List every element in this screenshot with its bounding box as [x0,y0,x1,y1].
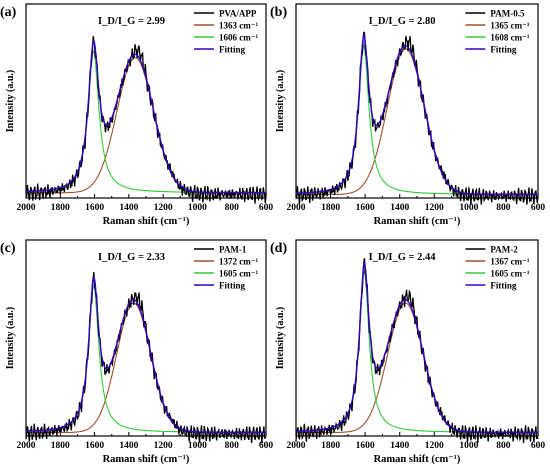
x-axis-label: Raman shift (cm⁻¹) [103,454,190,465]
measured-spectrum-line [295,31,539,205]
legend-fitting-label: Fitting [490,45,516,55]
g-band-fit-line [296,270,538,433]
chart-panel-4: 2000 1800 1600 1400 1200 1000 800 600 Raman shif… [270,239,546,465]
x-tick-label: 1600 [356,441,375,451]
legend-sample-label: PAM-2 [490,245,518,255]
cumulative-fit-line [296,260,538,433]
legend-d-band-label: 1365 cm⁻¹ [490,21,529,31]
x-tick-label: 2000 [287,203,306,213]
x-tick-label: 1800 [51,203,70,213]
x-tick-label: 1400 [390,441,409,451]
x-tick-label: 1200 [154,203,173,213]
y-axis-label: Intensity (a.u.) [5,307,16,370]
legend-g-band-label: 1608 cm⁻¹ [490,33,529,43]
y-axis-label: Intensity (a.u.) [5,70,16,133]
legend-sample-label: PAM-0.5 [490,9,525,19]
legend-d-band-label: 1372 cm⁻¹ [219,257,258,267]
x-tick-label: 1000 [188,203,207,213]
legend-d-band-label: 1367 cm⁻¹ [490,257,529,267]
legend-g-band-label: 1606 cm⁻¹ [219,33,258,43]
x-axis-label: Raman shift (cm⁻¹) [103,216,190,227]
id-ig-ratio-label: I_D/I_G = 2.99 [98,16,165,27]
chart-panel-1: 2000 1800 1600 1400 1200 1000 800 600 Raman shif… [0,3,274,227]
x-tick-label: 1000 [459,441,478,451]
x-tick-label: 800 [225,203,240,213]
legend-sample-label: PAM-1 [219,245,247,255]
x-tick-label: 1600 [85,441,104,451]
chart-panel-3: 2000 1800 1600 1400 1200 1000 800 600 Raman shif… [0,239,274,465]
x-tick-label: 1400 [390,203,409,213]
x-tick-label: 1200 [425,203,444,213]
panel-label: (d) [270,241,287,256]
x-tick-label: 1400 [119,203,138,213]
panel-label: (b) [270,5,287,20]
x-axis-label: Raman shift (cm⁻¹) [374,216,461,227]
x-tick-label: 600 [531,441,546,451]
measured-spectrum-line [25,272,267,444]
x-tick-label: 2000 [17,203,36,213]
chart-panel-2: 2000 1800 1600 1400 1200 1000 800 600 Raman shif… [270,3,546,227]
cumulative-fit-line [26,39,266,194]
legend-g-band-label: 1605 cm⁻¹ [490,269,529,279]
x-axis-label: Raman shift (cm⁻¹) [374,454,461,465]
x-tick-label: 1200 [154,441,173,451]
x-tick-label: 1400 [119,441,138,451]
id-ig-ratio-label: I_D/I_G = 2.80 [369,16,436,27]
cumulative-fit-line [296,33,538,195]
x-tick-label: 800 [496,441,511,451]
x-tick-label: 1600 [85,203,104,213]
x-tick-label: 1600 [356,203,375,213]
g-band-fit-line [26,284,266,433]
x-tick-label: 600 [259,203,274,213]
x-tick-label: 1800 [321,441,340,451]
y-axis-label: Intensity (a.u.) [275,307,286,370]
legend-g-band-label: 1605 cm⁻¹ [219,269,258,279]
x-tick-label: 2000 [287,441,306,451]
measured-spectrum-line [25,36,267,204]
y-axis-label: Intensity (a.u.) [275,70,286,133]
x-tick-label: 1000 [188,441,207,451]
legend-sample-label: PVA/APP [219,9,257,19]
legend-d-band-label: 1363 cm⁻¹ [219,21,258,31]
legend-fitting-label: Fitting [219,45,245,55]
x-tick-label: 1800 [51,441,70,451]
x-tick-label: 600 [531,203,546,213]
x-tick-label: 800 [496,203,511,213]
x-tick-label: 2000 [17,441,36,451]
id-ig-ratio-label: I_D/I_G = 2.33 [98,252,165,263]
legend-fitting-label: Fitting [219,281,245,291]
cumulative-fit-line [26,275,266,433]
x-tick-label: 800 [225,441,240,451]
x-tick-label: 600 [259,441,274,451]
id-ig-ratio-label: I_D/I_G = 2.44 [369,252,437,263]
panel-label: (c) [0,241,16,256]
x-tick-label: 1000 [459,203,478,213]
x-tick-label: 1800 [321,203,340,213]
legend-fitting-label: Fitting [490,281,516,291]
x-tick-label: 1200 [425,441,444,451]
panel-label: (a) [0,5,17,20]
